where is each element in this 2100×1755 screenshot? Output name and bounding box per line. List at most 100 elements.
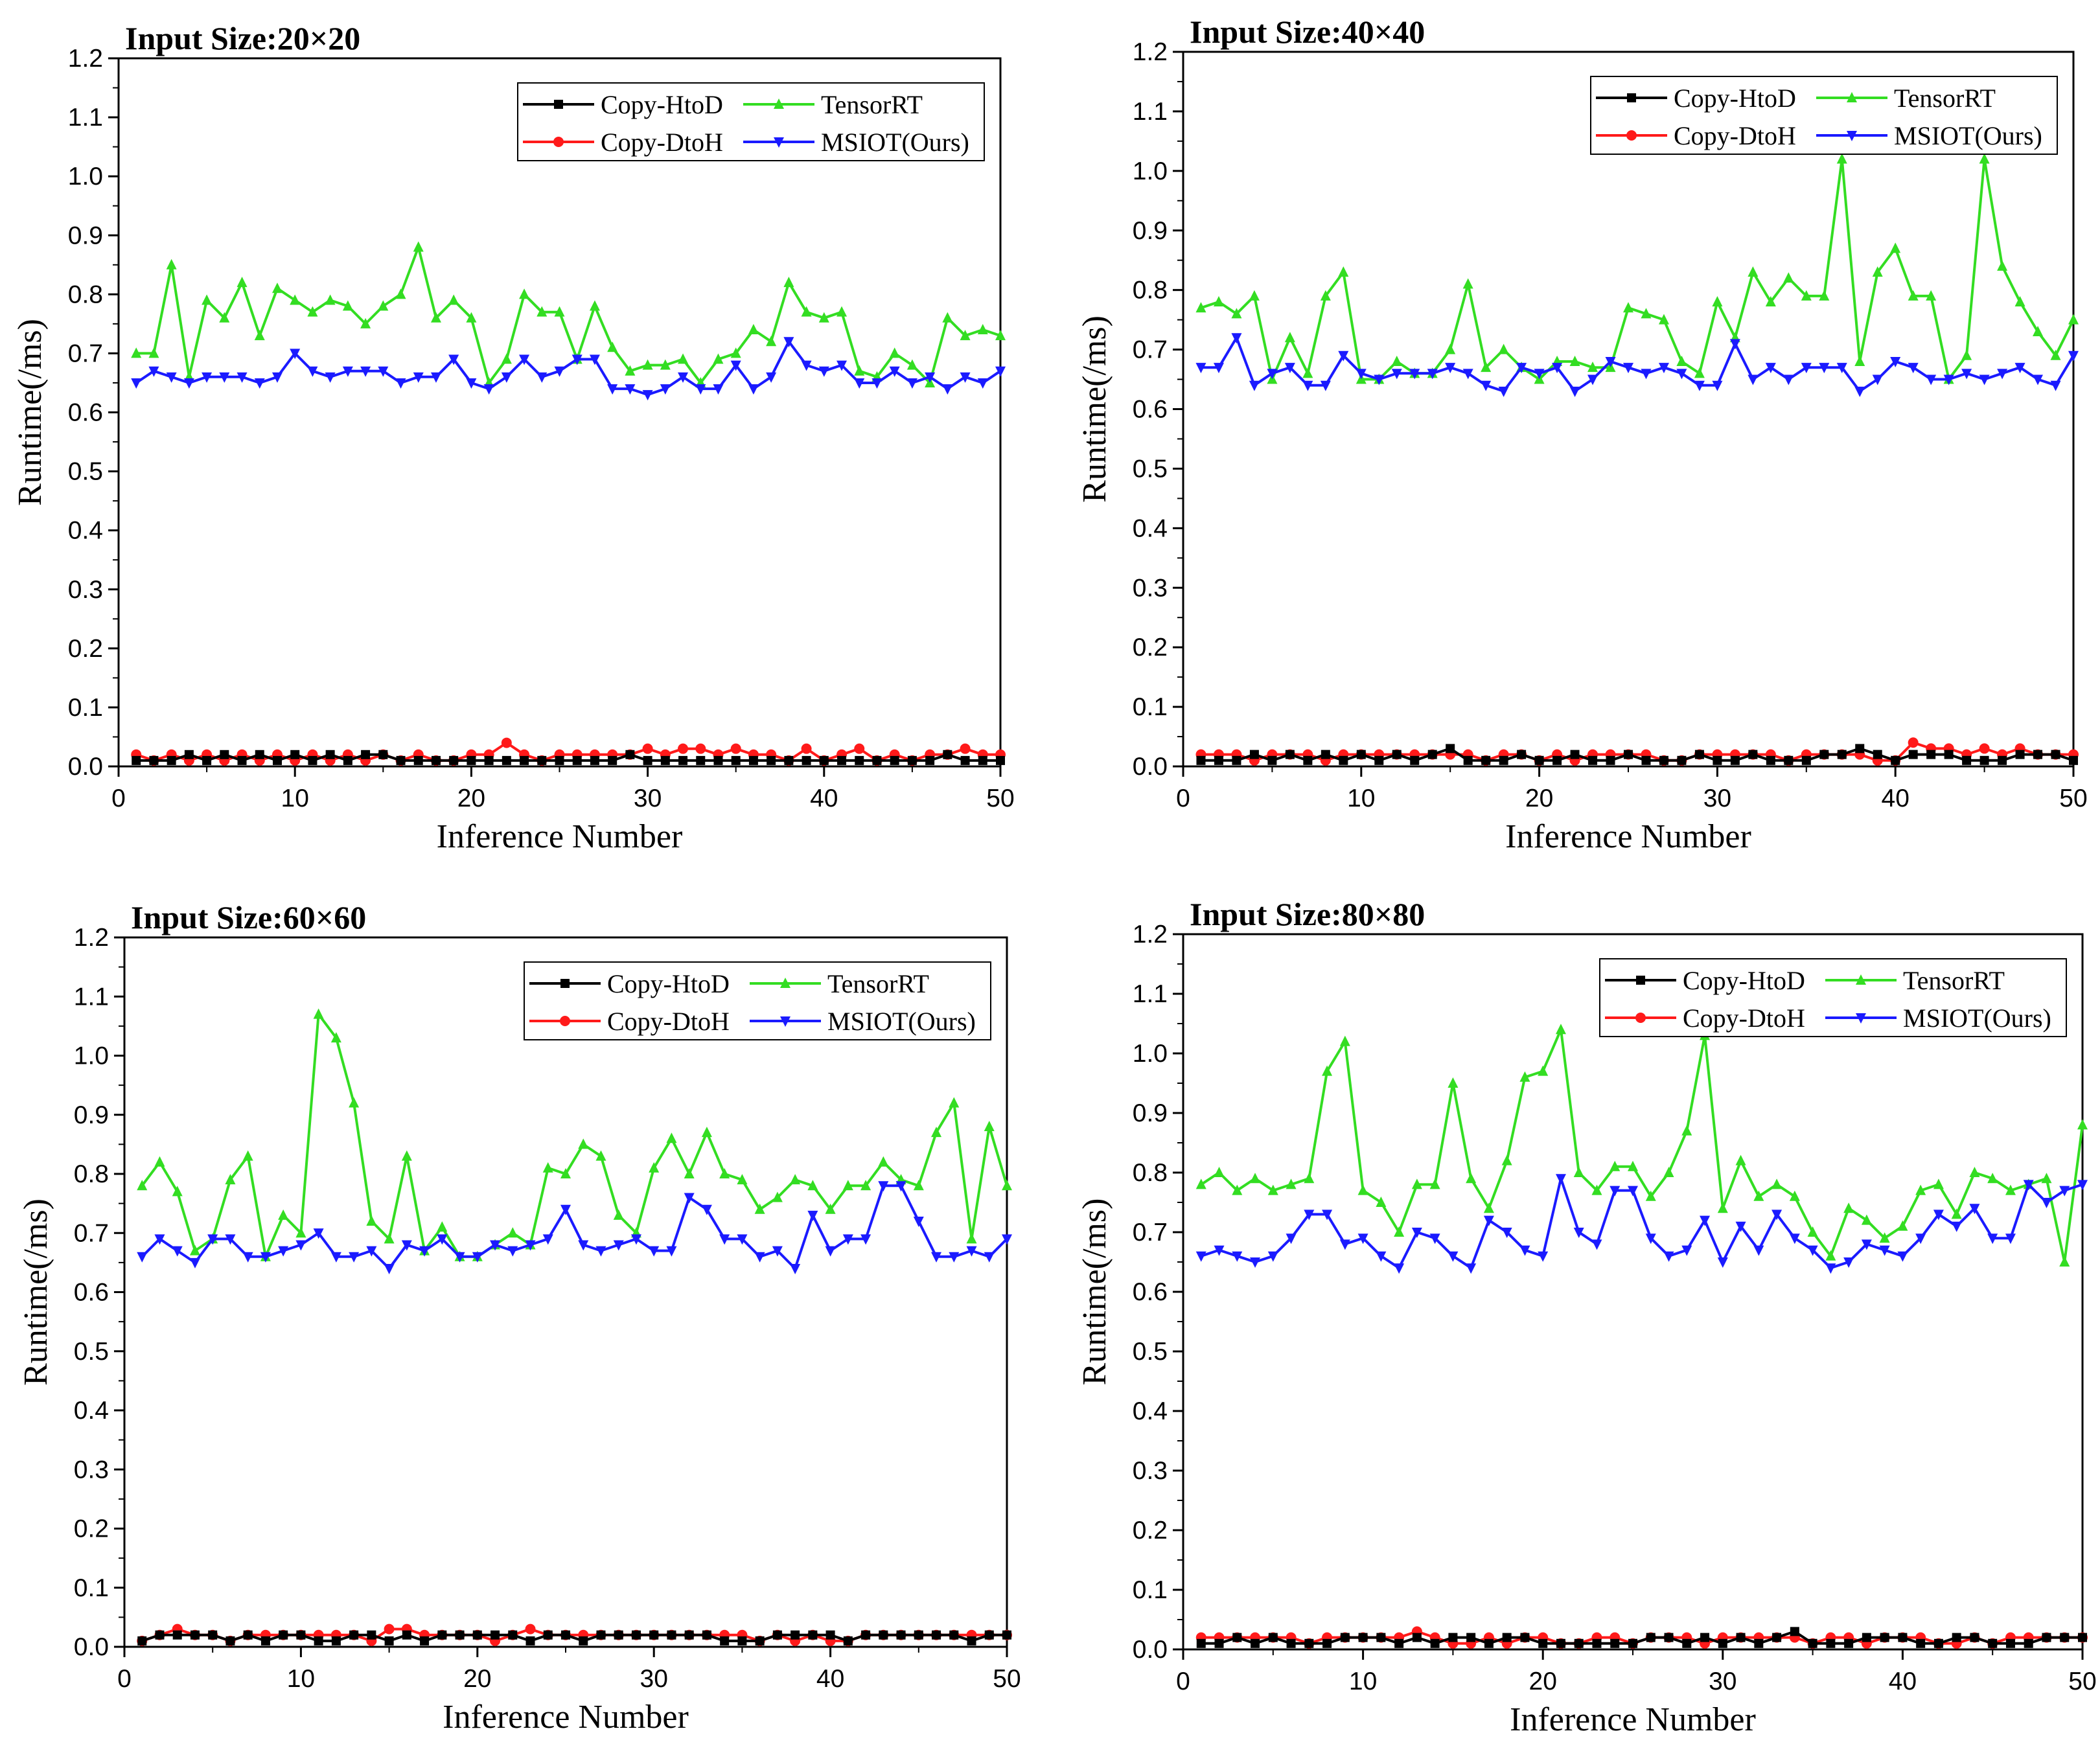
data-point-copy-htod	[1196, 1638, 1206, 1648]
data-point-msiot-ours	[1836, 363, 1847, 374]
y-tick-label: 0.2	[1133, 634, 1168, 661]
data-point-copy-htod	[343, 755, 352, 765]
data-point-copy-htod	[943, 750, 952, 759]
y-tick-label: 1.1	[1133, 980, 1168, 1008]
data-point-copy-htod	[325, 750, 335, 759]
data-point-msiot-ours	[1427, 369, 1438, 380]
legend-marker-tensorrt	[1856, 974, 1866, 985]
data-point-msiot-ours	[1394, 1263, 1405, 1274]
data-point-msiot-ours	[942, 384, 953, 395]
data-point-msiot-ours	[1933, 1210, 1944, 1221]
data-point-msiot-ours	[1765, 363, 1776, 374]
data-point-msiot-ours	[148, 366, 159, 377]
data-point-msiot-ours	[730, 360, 741, 371]
data-point-msiot-ours	[401, 1240, 412, 1251]
data-point-msiot-ours	[925, 372, 936, 383]
data-point-msiot-ours	[454, 1252, 465, 1263]
data-point-msiot-ours	[537, 372, 548, 383]
data-point-tensorrt	[666, 1132, 677, 1143]
data-point-copy-htod	[1538, 1638, 1548, 1648]
y-tick-label: 0.2	[1133, 1517, 1168, 1544]
data-point-copy-htod	[667, 1630, 676, 1640]
chart-panel-80x80: 0.0 0.1 0.2 0.3 0.4 0.5 0.6 0.7 0.8 0.9 1.0 1.1 1.2 0…	[1076, 896, 2097, 1738]
data-point-msiot-ours	[202, 372, 213, 383]
data-point-copy-htod	[1002, 1630, 1011, 1640]
data-point-copy-htod	[279, 1630, 288, 1640]
legend-label-tensorrt: TensorRT	[827, 969, 929, 998]
data-point-tensorrt	[1391, 355, 1402, 366]
data-point-msiot-ours	[1872, 374, 1883, 385]
data-point-msiot-ours	[349, 1252, 360, 1263]
data-point-msiot-ours	[1717, 1257, 1728, 1268]
data-point-copy-htod	[1891, 755, 1900, 765]
data-point-copy-htod	[1232, 755, 1241, 765]
data-point-tensorrt	[349, 1097, 360, 1108]
data-point-tensorrt	[1448, 1077, 1459, 1088]
data-point-tensorrt	[330, 1032, 341, 1043]
legend-box	[1590, 76, 2058, 155]
legend-marker-copy-htod	[1636, 976, 1645, 985]
data-point-msiot-ours	[131, 378, 142, 389]
data-point-tensorrt	[1753, 1190, 1764, 1201]
data-point-msiot-ours	[2041, 1198, 2052, 1208]
data-point-tensorrt	[166, 258, 177, 270]
data-point-msiot-ours	[313, 1228, 324, 1239]
data-point-copy-htod	[272, 755, 282, 765]
data-point-tensorrt	[1979, 153, 1990, 164]
data-point-copy-dtoh	[501, 737, 512, 748]
data-point-copy-htod	[1624, 750, 1633, 759]
data-point-tensorrt	[1195, 302, 1206, 313]
data-point-tensorrt	[1501, 1154, 1512, 1165]
data-point-copy-htod	[225, 1636, 235, 1646]
data-point-copy-dtoh	[730, 743, 741, 754]
legend: Copy-HtoD TensorRT Copy-DtoH MSIOT(Ours)	[524, 961, 991, 1040]
data-point-copy-htod	[1592, 1638, 1602, 1648]
data-point-tensorrt	[342, 300, 353, 311]
data-point-copy-htod	[896, 1630, 906, 1640]
data-point-tensorrt	[1213, 296, 1224, 307]
data-point-copy-htod	[1286, 1638, 1296, 1648]
data-point-copy-htod	[1321, 750, 1330, 759]
legend-box	[1599, 958, 2067, 1037]
data-point-copy-htod	[1268, 1633, 1278, 1642]
y-tick-label: 0.5	[68, 458, 103, 486]
data-point-msiot-ours	[166, 372, 177, 383]
data-point-tensorrt	[701, 1127, 712, 1138]
chart-panel-20x20: 0.0 0.1 0.2 0.3 0.4 0.5 0.6 0.7 0.8 0.9 1.0 1.1 1.2 0…	[12, 20, 1015, 855]
x-tick-label: 30	[634, 785, 662, 812]
data-point-copy-htod	[308, 755, 317, 765]
y-tick-label: 0.3	[68, 576, 103, 604]
data-point-tensorrt	[1214, 1167, 1225, 1177]
data-point-msiot-ours	[395, 378, 406, 389]
x-tick-label: 0	[117, 1665, 132, 1693]
data-point-tensorrt	[842, 1180, 853, 1191]
panel-title: Input Size:60×60	[131, 899, 366, 935]
data-point-tensorrt	[1663, 1167, 1674, 1177]
plot-frame	[117, 57, 1002, 768]
data-point-tensorrt	[295, 1227, 306, 1238]
series-line-tensorrt	[141, 1013, 1008, 1258]
data-point-tensorrt	[966, 1233, 977, 1244]
legend: Copy-HtoD TensorRT Copy-DtoH MSIOT(Ours)	[517, 82, 985, 161]
data-point-tensorrt	[325, 294, 336, 305]
data-point-tensorrt	[1872, 266, 1883, 277]
data-point-msiot-ours	[1729, 339, 1740, 350]
data-point-copy-htod	[1988, 1638, 1998, 1648]
data-point-msiot-ours	[1320, 380, 1331, 391]
y-tick-label: 0.1	[1133, 1576, 1168, 1604]
data-point-copy-htod	[1340, 1633, 1350, 1642]
data-point-copy-htod	[984, 1630, 994, 1640]
data-point-copy-htod	[755, 1636, 765, 1646]
data-point-copy-htod	[1772, 1633, 1782, 1642]
data-point-copy-htod	[631, 1630, 641, 1640]
data-point-tensorrt	[1676, 355, 1687, 366]
data-point-tensorrt	[1712, 296, 1723, 307]
data-point-copy-htod	[525, 1636, 535, 1646]
data-point-msiot-ours	[507, 1246, 518, 1257]
data-point-msiot-ours	[860, 1234, 871, 1245]
data-point-msiot-ours	[2050, 380, 2061, 391]
data-point-tensorrt	[1735, 1154, 1746, 1165]
x-axis-title: Inference Number	[1510, 1701, 1756, 1738]
data-point-tensorrt	[131, 347, 142, 358]
legend-label-msiot-ours: MSIOT(Ours)	[1894, 121, 2042, 150]
